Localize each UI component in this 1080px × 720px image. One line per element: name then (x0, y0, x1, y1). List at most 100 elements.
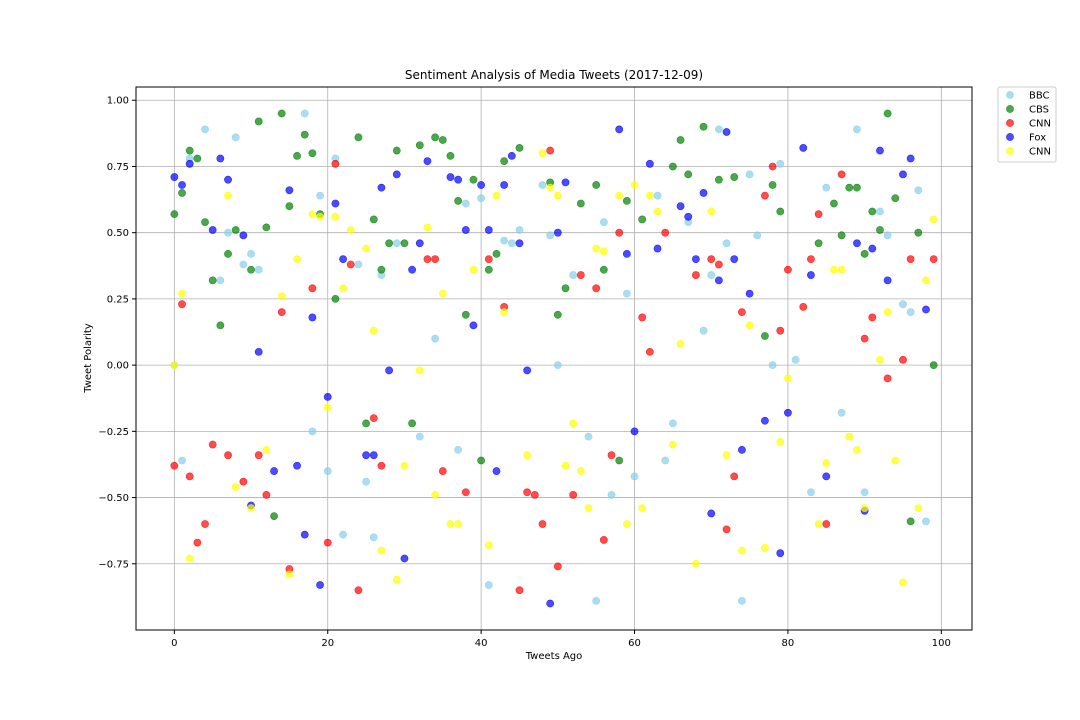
data-point (408, 419, 417, 428)
data-point (354, 586, 363, 595)
data-point (868, 244, 877, 253)
data-point (170, 461, 179, 470)
data-point (247, 504, 255, 513)
data-point (285, 202, 294, 211)
x-axis-label: Tweets Ago (525, 651, 583, 662)
data-point (638, 313, 647, 322)
y-tick-label: 0.50 (107, 228, 129, 239)
data-point (738, 596, 746, 605)
x-tick-label: 40 (475, 638, 488, 649)
data-point (362, 419, 370, 428)
data-point (860, 488, 869, 497)
data-point (392, 170, 401, 179)
data-point (454, 196, 463, 205)
legend: BBC CBS CNN Fox CNN (997, 86, 1057, 163)
data-point (776, 159, 785, 168)
data-point (714, 276, 723, 285)
data-point (714, 175, 723, 184)
data-point (891, 456, 900, 465)
data-point (630, 181, 639, 189)
data-point (630, 472, 639, 481)
data-point (722, 451, 731, 460)
data-point (415, 239, 424, 248)
data-point (277, 292, 286, 301)
legend-marker (1006, 105, 1014, 113)
data-point (392, 575, 401, 584)
data-point (638, 504, 647, 513)
data-point (262, 445, 271, 454)
legend-label: BBC (1029, 91, 1050, 102)
data-point (914, 186, 923, 195)
data-point (745, 321, 754, 330)
data-point (300, 130, 309, 139)
data-point (661, 456, 670, 465)
data-point (914, 228, 923, 237)
data-point (362, 244, 370, 253)
data-point (331, 159, 340, 168)
data-point (738, 308, 746, 317)
data-point (699, 122, 708, 131)
data-point (216, 321, 225, 330)
data-point (615, 456, 624, 465)
data-point (653, 207, 662, 216)
data-point (776, 207, 785, 216)
data-point (768, 361, 777, 370)
x-tick-label: 80 (782, 638, 795, 649)
data-point (369, 215, 378, 224)
data-point (308, 210, 317, 219)
series-0-points (170, 109, 930, 605)
data-point (876, 226, 884, 234)
data-point (906, 517, 915, 526)
data-point (807, 255, 815, 264)
data-point (668, 440, 677, 449)
data-point (446, 520, 455, 528)
data-point (339, 255, 347, 264)
data-point (553, 228, 562, 237)
data-point (691, 271, 700, 279)
data-point (599, 218, 608, 226)
data-point (231, 226, 240, 234)
data-point (178, 181, 186, 189)
data-point (178, 189, 186, 197)
data-point (738, 546, 746, 555)
data-point (239, 477, 248, 486)
data-point (262, 491, 271, 499)
data-point (185, 146, 194, 155)
data-point (822, 459, 831, 468)
data-point (538, 181, 547, 189)
data-point (461, 199, 470, 208)
data-point (400, 239, 409, 248)
data-point (822, 183, 831, 192)
data-point (814, 210, 823, 219)
data-point (599, 247, 608, 256)
y-tick-label: 0.00 (107, 361, 129, 372)
data-point (553, 562, 562, 571)
data-point (477, 181, 486, 189)
data-point (707, 255, 716, 264)
data-point (438, 136, 447, 144)
data-point (500, 181, 509, 189)
data-point (270, 467, 278, 475)
data-point (523, 488, 532, 497)
y-tick-label: −0.25 (98, 427, 129, 438)
data-point (929, 255, 938, 264)
series-2-points (170, 146, 938, 595)
data-point (431, 334, 440, 343)
data-point (837, 170, 846, 179)
data-point (615, 125, 624, 134)
data-point (346, 226, 355, 234)
data-point (170, 361, 179, 370)
data-point (193, 538, 202, 547)
series-4-points (170, 149, 938, 587)
data-point (477, 194, 486, 203)
data-points (170, 109, 938, 608)
y-tick-label: −0.50 (98, 493, 129, 504)
data-point (569, 491, 578, 499)
data-point (477, 456, 486, 465)
data-point (247, 265, 255, 274)
data-point (745, 170, 754, 179)
data-point (860, 504, 869, 513)
data-point (707, 271, 716, 279)
data-point (500, 157, 509, 166)
data-point (776, 549, 785, 558)
